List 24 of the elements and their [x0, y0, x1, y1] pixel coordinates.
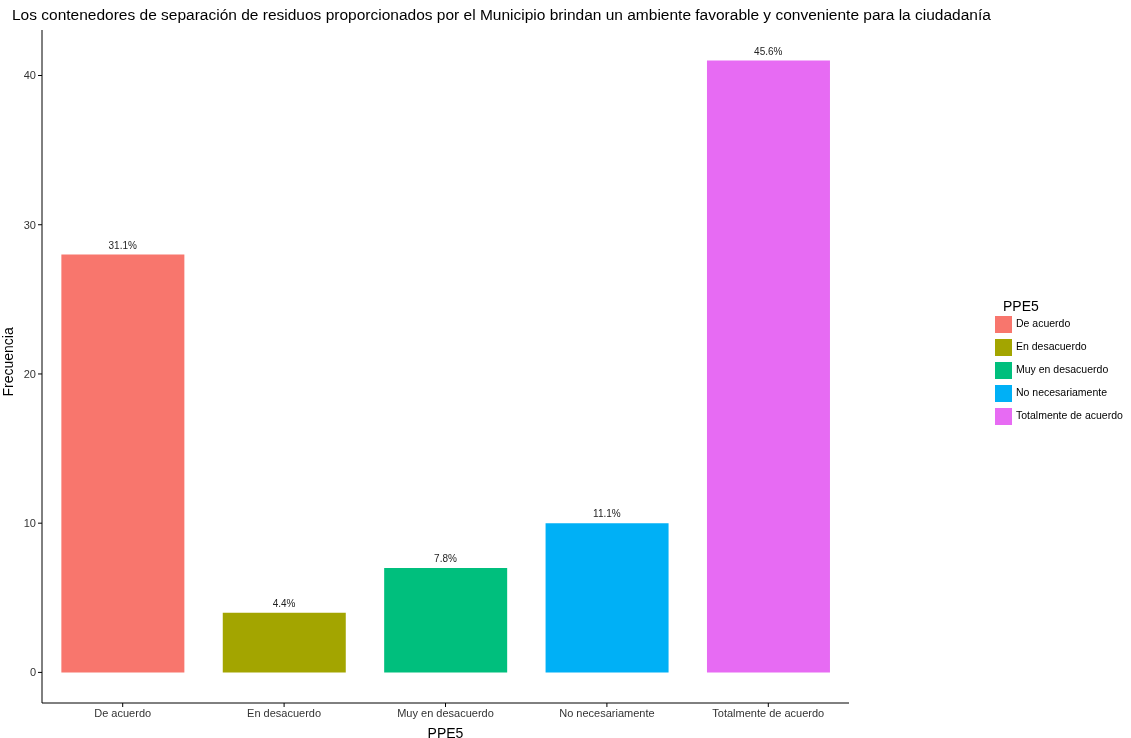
x-tick-label: No necesariamente [559, 706, 655, 719]
x-tick-label: Totalmente de acuerdo [712, 706, 825, 719]
legend-label: No necesariamente [1016, 386, 1108, 398]
annotation: 45.6% [754, 45, 783, 57]
y-tick-label: 40 [23, 69, 36, 82]
annotation: 11.1% [593, 508, 621, 520]
y-tick-label: 0 [29, 666, 36, 679]
legend-label: En desacuerdo [1016, 340, 1087, 352]
y-tick-label: 30 [23, 218, 36, 231]
legend-label: Totalmente de acuerdo [1016, 409, 1123, 421]
y-axis-title: Frecuencia [0, 327, 16, 397]
annotation: 4.4% [272, 597, 296, 609]
x-tick-label: De acuerdo [94, 706, 152, 719]
annotation: 31.1% [108, 239, 137, 251]
x-axis-title: PPE5 [427, 725, 464, 738]
y-tick-label: 10 [23, 517, 36, 530]
legend-label: De acuerdo [1016, 317, 1071, 329]
annotation: 7.8% [434, 552, 457, 564]
y-tick-label: 20 [23, 367, 36, 380]
x-tick-label: En desacuerdo [247, 706, 322, 719]
legend-title: PPE5 [1003, 298, 1039, 314]
x-tick-label: Muy en desacuerdo [397, 706, 494, 719]
legend-label: Muy en desacuerdo [1016, 363, 1109, 375]
chart-title: Los contenedores de separación de residuos proporcionados por el Municipio brindan un ambiente favorable y conveniente para la ciudadanía [12, 6, 991, 24]
